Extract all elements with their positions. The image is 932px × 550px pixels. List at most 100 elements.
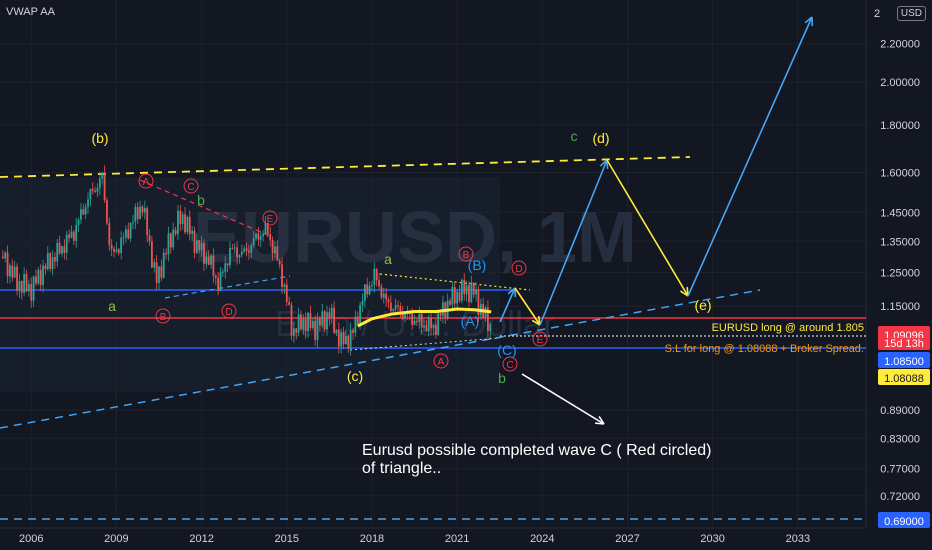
candle-body [271, 239, 274, 254]
wave-label: A [438, 357, 445, 368]
candle-body [87, 199, 89, 207]
candles [1, 165, 492, 356]
candle-body [486, 307, 489, 331]
candle-body [240, 251, 243, 256]
candle-body [300, 314, 302, 330]
candle-body [330, 307, 333, 319]
candle-body [389, 302, 392, 312]
candle-body [61, 246, 63, 254]
candle-body [172, 229, 175, 248]
candle-body [378, 280, 380, 287]
price-badge-bg [878, 338, 930, 350]
candle-body [146, 207, 149, 236]
candle-body [489, 324, 492, 331]
candle-body [477, 289, 480, 315]
candle-body [373, 268, 376, 286]
candle-body [44, 265, 47, 270]
candle-body [20, 281, 23, 293]
candle-body [290, 305, 293, 336]
candle-body [120, 237, 123, 254]
x-tick-label: 2030 [700, 533, 724, 545]
candle-body [468, 285, 470, 302]
candle-body [250, 245, 253, 253]
candle-body [124, 229, 127, 238]
wave-label: A [143, 177, 150, 188]
candle-body [13, 266, 16, 278]
candle-body [82, 209, 85, 215]
candle-body [333, 307, 335, 333]
wave-label-circle [433, 353, 449, 369]
candle-body [58, 242, 61, 254]
candle-body [236, 247, 238, 258]
candle-body [345, 335, 347, 345]
candle-body [224, 263, 227, 272]
candle-body [420, 314, 423, 328]
candle-body [49, 253, 52, 269]
wave-label: B [463, 250, 470, 261]
candle-body [304, 318, 307, 332]
x-tick-label: 2024 [530, 533, 554, 545]
vwap-line [357, 307, 492, 328]
wave-label: D [225, 307, 232, 318]
candle-body [110, 244, 113, 249]
candle-body [108, 223, 111, 245]
candle-body [375, 268, 378, 281]
candle-body [411, 313, 414, 325]
candle-body [423, 325, 425, 328]
candle-body [18, 281, 21, 291]
candle-body [366, 284, 369, 295]
candle-body [257, 233, 260, 240]
candle-body [368, 285, 371, 295]
wave-label-circle [511, 260, 527, 276]
y-tick-label: 1.60000 [880, 168, 920, 180]
wave-label: (d) [592, 130, 609, 146]
candle-body [56, 242, 59, 262]
candle-body [205, 256, 208, 264]
candle-body [285, 284, 288, 302]
candle-body [23, 274, 26, 293]
candle-body [113, 248, 115, 252]
candle-body [84, 206, 87, 215]
candle-body [115, 249, 118, 252]
long-entry-note: EURUSD long @ around 1.805 [712, 322, 864, 334]
candle-body [134, 207, 137, 222]
candle-body [221, 271, 224, 273]
candle-body [27, 283, 30, 292]
candle-body [397, 305, 399, 307]
candle-body [458, 291, 461, 301]
candle-body [311, 321, 314, 328]
candle-body [387, 299, 390, 303]
candle-body [153, 262, 156, 268]
candle-body [442, 302, 444, 316]
wave-label: (b) [91, 130, 108, 146]
candle-body [155, 262, 158, 283]
wave-label: (c) [347, 368, 363, 384]
y-tick-label: 0.72000 [880, 491, 920, 503]
candle-body [148, 235, 151, 242]
indicator-label[interactable]: VWAP AA [6, 6, 55, 18]
price-badge-bg [878, 512, 930, 528]
candle-body [262, 233, 265, 237]
candle-body [106, 200, 108, 224]
candle-body [188, 216, 191, 234]
currency-badge[interactable]: USD [896, 6, 926, 21]
candle-body [167, 233, 170, 255]
candle-body [453, 287, 456, 304]
candle-body [151, 241, 153, 268]
candle-body [427, 317, 430, 332]
x-tick-label: 2027 [615, 533, 639, 545]
wave-label: C [187, 182, 194, 193]
upper-triangle-line [0, 156, 691, 178]
candle-body [432, 325, 435, 329]
candle-body [103, 172, 106, 201]
candle-body [413, 320, 416, 325]
candle-body [399, 306, 402, 313]
y-tick-label: 1.80000 [880, 120, 920, 132]
candle-body [35, 276, 37, 284]
candle-body [141, 206, 144, 213]
candle-body [195, 240, 198, 253]
y-tick-label: 0.83000 [880, 433, 920, 445]
candle-body [472, 282, 475, 295]
y-tick-label: 2.20000 [880, 39, 920, 51]
